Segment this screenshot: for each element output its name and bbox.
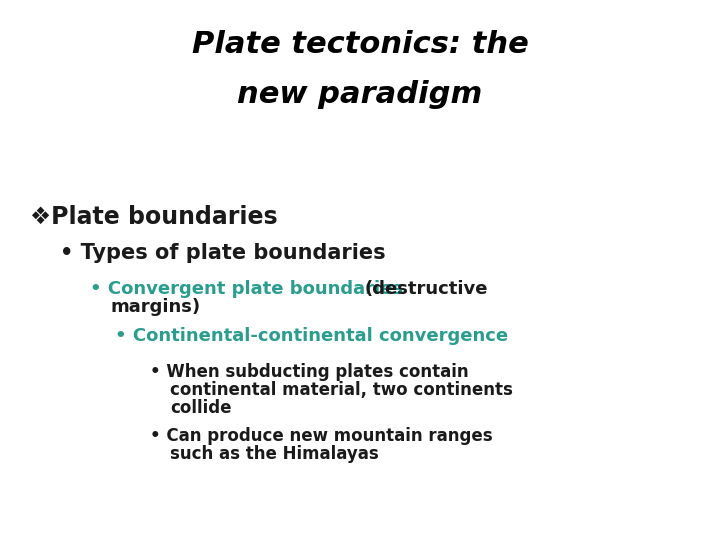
Text: • Can produce new mountain ranges: • Can produce new mountain ranges xyxy=(150,427,492,445)
Text: such as the Himalayas: such as the Himalayas xyxy=(170,445,379,463)
Text: margins): margins) xyxy=(110,298,200,316)
Text: continental material, two continents: continental material, two continents xyxy=(170,381,513,399)
Text: • Types of plate boundaries: • Types of plate boundaries xyxy=(60,243,386,263)
Text: collide: collide xyxy=(170,399,232,417)
Text: (destructive: (destructive xyxy=(365,280,488,298)
Text: new paradigm: new paradigm xyxy=(238,80,482,109)
Text: • Continental-continental convergence: • Continental-continental convergence xyxy=(115,327,508,345)
Text: • When subducting plates contain: • When subducting plates contain xyxy=(150,363,469,381)
Text: Plate tectonics: the: Plate tectonics: the xyxy=(192,30,528,59)
Text: • Convergent plate boundaries: • Convergent plate boundaries xyxy=(90,280,403,298)
Text: ❖Plate boundaries: ❖Plate boundaries xyxy=(30,205,278,229)
